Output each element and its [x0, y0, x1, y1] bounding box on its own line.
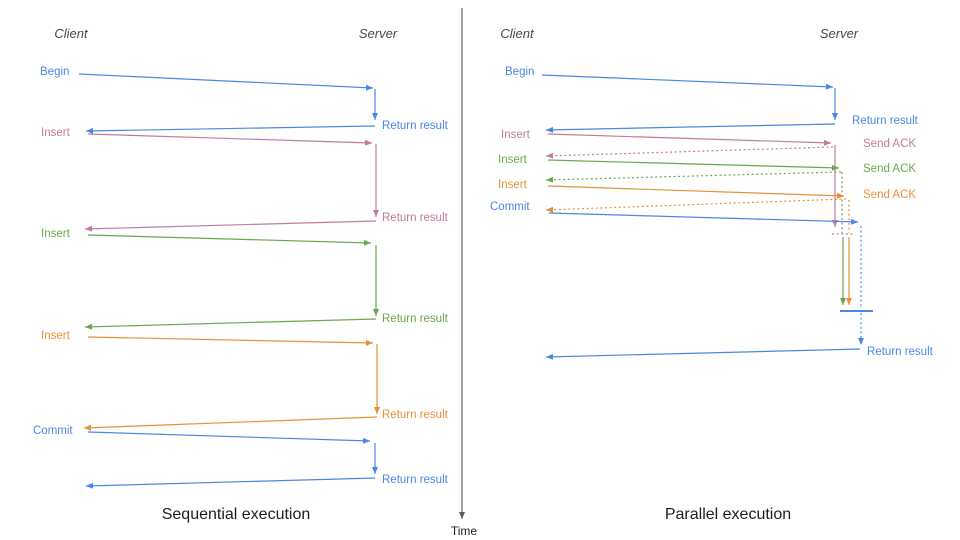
return-result-label: Return result: [852, 115, 919, 127]
commit-return: [85, 477, 376, 489]
insert1-request: [547, 133, 832, 146]
insert3-request: [87, 336, 374, 346]
insert1-ack: [545, 146, 834, 159]
send-ack-label: Send ACK: [863, 138, 916, 150]
insert2-ack: [545, 171, 842, 183]
commit-return: [545, 348, 861, 360]
insert3-request: [547, 185, 845, 199]
actor-label-server: Server: [359, 26, 398, 41]
return-result-label: Return result: [382, 313, 449, 325]
insert2-request: [547, 159, 840, 171]
begin-return: [85, 125, 376, 134]
actor-label-server: Server: [820, 26, 859, 41]
return-result-label: Return result: [382, 409, 449, 421]
begin-request: [541, 74, 834, 90]
begin-label: Begin: [505, 66, 534, 78]
insert1-request: [87, 133, 373, 146]
return-result-label: Return result: [867, 346, 934, 358]
panel-title: Parallel execution: [665, 506, 791, 523]
insert-label: Insert: [41, 127, 71, 139]
insert3-ack: [545, 198, 847, 213]
insert-label: Insert: [41, 228, 71, 240]
send-ack-label: Send ACK: [863, 163, 916, 175]
return-result-label: Return result: [382, 120, 449, 132]
insert2-return: [84, 318, 377, 330]
return-result-label: Return result: [382, 474, 449, 486]
actor-label-client: Client: [500, 26, 535, 41]
commit-label: Commit: [490, 201, 530, 213]
insert-label: Insert: [498, 154, 528, 166]
insert1-return: [84, 220, 377, 232]
send-ack-label: Send ACK: [863, 189, 916, 201]
begin-request: [78, 73, 374, 91]
insert-label: Insert: [41, 330, 71, 342]
panel-title: Sequential execution: [162, 506, 311, 523]
time-axis-label: Time: [451, 524, 478, 538]
actor-label-client: Client: [54, 26, 89, 41]
commit-request: [548, 212, 859, 225]
begin-return: [545, 123, 836, 133]
commit-request: [87, 431, 371, 444]
insert-label: Insert: [498, 179, 528, 191]
commit-label: Commit: [33, 425, 73, 437]
insert-label: Insert: [501, 129, 531, 141]
insert2-request: [87, 234, 372, 246]
return-result-label: Return result: [382, 212, 449, 224]
insert3-return: [83, 416, 378, 431]
begin-label: Begin: [40, 66, 69, 78]
